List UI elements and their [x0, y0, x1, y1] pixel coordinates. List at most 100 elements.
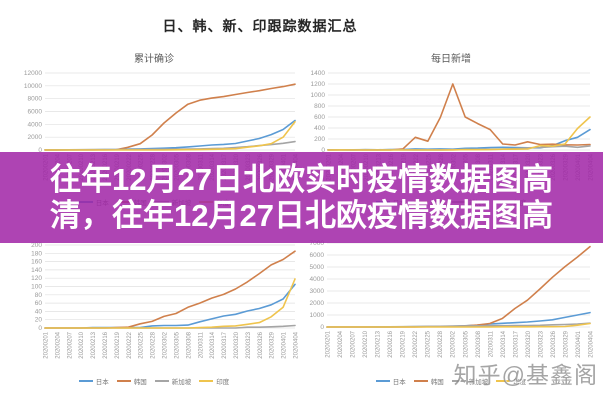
legend-swatch [413, 380, 428, 382]
x-tick-label: 20200308 [476, 330, 482, 357]
y-tick-label: 4000 [310, 276, 325, 283]
x-tick-label: 20200219 [115, 331, 121, 358]
x-tick-label: 20200225 [139, 331, 145, 358]
x-tick-label: 20200207 [351, 330, 357, 357]
series-line-印度 [326, 322, 591, 328]
overlay-text-line1: 往年12月27日北欧实时疫情数据图高 [50, 161, 553, 197]
legend-swatch [199, 380, 214, 382]
y-tick-label: 6000 [28, 109, 43, 116]
y-tick-label: 40 [35, 308, 43, 315]
y-tick-label: 2000 [28, 134, 43, 141]
y-tick-label: 12000 [24, 70, 42, 77]
y-tick-label: 200 [31, 242, 42, 249]
x-tick-label: 20200401 [282, 331, 288, 358]
series-line-印度 [44, 120, 296, 151]
y-tick-label: 0 [38, 147, 42, 154]
x-tick-label: 20200317 [222, 331, 228, 358]
x-tick-label: 20200308 [186, 331, 192, 358]
x-tick-label: 20200213 [91, 331, 97, 358]
x-tick-label: 20200314 [210, 331, 216, 358]
y-tick-label: 5000 [310, 264, 325, 271]
legend-item: 韩国 [116, 376, 147, 386]
legend-item: 新加坡 [154, 376, 191, 386]
legend-label: 新加坡 [468, 379, 489, 386]
overlay-text-line2: 清，往年12月27日北欧疫情数据图高 [50, 197, 553, 233]
y-tick-label: 100 [31, 284, 42, 291]
title-overlay-banner: 往年12月27日北欧实时疫情数据图高 清，往年12月27日北欧疫情数据图高 [0, 152, 603, 243]
legend-item: 印度 [496, 376, 526, 386]
legend-label: 日本 [392, 379, 406, 386]
x-tick-label: 20200401 [576, 330, 582, 357]
x-tick-label: 20200311 [488, 330, 494, 357]
legend-swatch [496, 380, 511, 382]
legend-label: 印度 [513, 379, 527, 386]
y-tick-label: 7000 [310, 240, 325, 247]
x-tick-label: 20200314 [501, 330, 507, 357]
y-tick-label: 1000 [310, 312, 325, 319]
legend-swatch [154, 380, 169, 382]
y-tick-label: 800 [314, 103, 325, 110]
x-tick-label: 20200216 [388, 330, 394, 357]
x-tick-label: 20200201 [326, 330, 332, 357]
y-tick-label: 1200 [311, 81, 326, 88]
legend-item: 韩国 [413, 376, 444, 386]
y-tick-label: 400 [314, 125, 325, 132]
x-tick-label: 20200404 [294, 331, 300, 358]
x-tick-label: 20200323 [538, 330, 544, 357]
y-tick-label: 10000 [24, 83, 42, 90]
legend-item: 日本 [375, 376, 406, 386]
x-tick-label: 20200216 [103, 331, 109, 358]
y-tick-label: 160 [31, 259, 42, 266]
chart-title: 每日新增 [431, 54, 471, 65]
x-tick-label: 20200305 [175, 331, 181, 358]
x-tick-label: 20200311 [198, 331, 204, 358]
x-tick-label: 20200210 [363, 330, 369, 357]
legend-label: 日本 [95, 379, 109, 386]
x-tick-label: 20200219 [401, 330, 407, 357]
y-tick-label: 600 [314, 114, 325, 121]
x-tick-label: 20200204 [55, 331, 61, 358]
x-tick-label: 20200326 [258, 331, 264, 358]
chart-legend: 日本 韩国 新加坡 印度 [8, 376, 300, 386]
y-tick-label: 20 [35, 317, 43, 324]
legend-label: 韩国 [133, 379, 147, 386]
y-tick-label: 3000 [310, 288, 325, 295]
legend-swatch [78, 380, 93, 382]
x-tick-label: 20200228 [438, 330, 444, 357]
x-tick-label: 20200204 [338, 330, 344, 357]
x-tick-label: 20200305 [463, 330, 469, 357]
watermark: 知乎@基鑫阁 [453, 362, 598, 388]
chart-bottom-left: 0 20 40 60 80 100 120 140 160 180 200 20200201 20200… [8, 226, 300, 386]
x-tick-label: 20200210 [79, 331, 85, 358]
x-tick-label: 20200201 [44, 331, 50, 358]
legend-label: 韩国 [430, 379, 444, 386]
y-tick-label: 4000 [28, 121, 43, 128]
series-line-日本 [44, 283, 296, 329]
y-tick-label: 2000 [310, 300, 325, 307]
x-tick-label: 20200222 [127, 331, 133, 358]
x-tick-label: 20200320 [526, 330, 532, 357]
chart-title: 累计确诊 [134, 54, 174, 65]
x-tick-label: 20200228 [151, 331, 157, 358]
x-tick-label: 20200323 [246, 331, 252, 358]
page-title: 日、韩、新、印跟踪数据汇总 [162, 18, 358, 34]
legend-label: 印度 [216, 379, 230, 386]
y-tick-label: 60 [35, 300, 43, 307]
x-tick-label: 20200225 [426, 330, 432, 357]
x-tick-label: 20200320 [234, 331, 240, 358]
y-tick-label: 6000 [310, 252, 325, 259]
x-tick-label: 20200222 [413, 330, 419, 357]
y-tick-label: 120 [31, 275, 42, 282]
chart-bottom-right: 0 1000 2000 3000 4000 5000 6000 7000 20200201 202… [305, 226, 597, 386]
x-tick-label: 20200213 [376, 330, 382, 357]
series-line-印度 [44, 278, 296, 329]
legend-swatch [451, 380, 466, 382]
y-tick-label: 1000 [311, 92, 326, 99]
x-tick-label: 20200207 [67, 331, 73, 358]
series-line-韩国 [44, 250, 296, 329]
y-tick-label: 180 [31, 250, 42, 257]
x-tick-label: 20200329 [564, 330, 570, 357]
legend-item: 印度 [199, 376, 229, 386]
y-tick-label: 0 [320, 324, 324, 331]
